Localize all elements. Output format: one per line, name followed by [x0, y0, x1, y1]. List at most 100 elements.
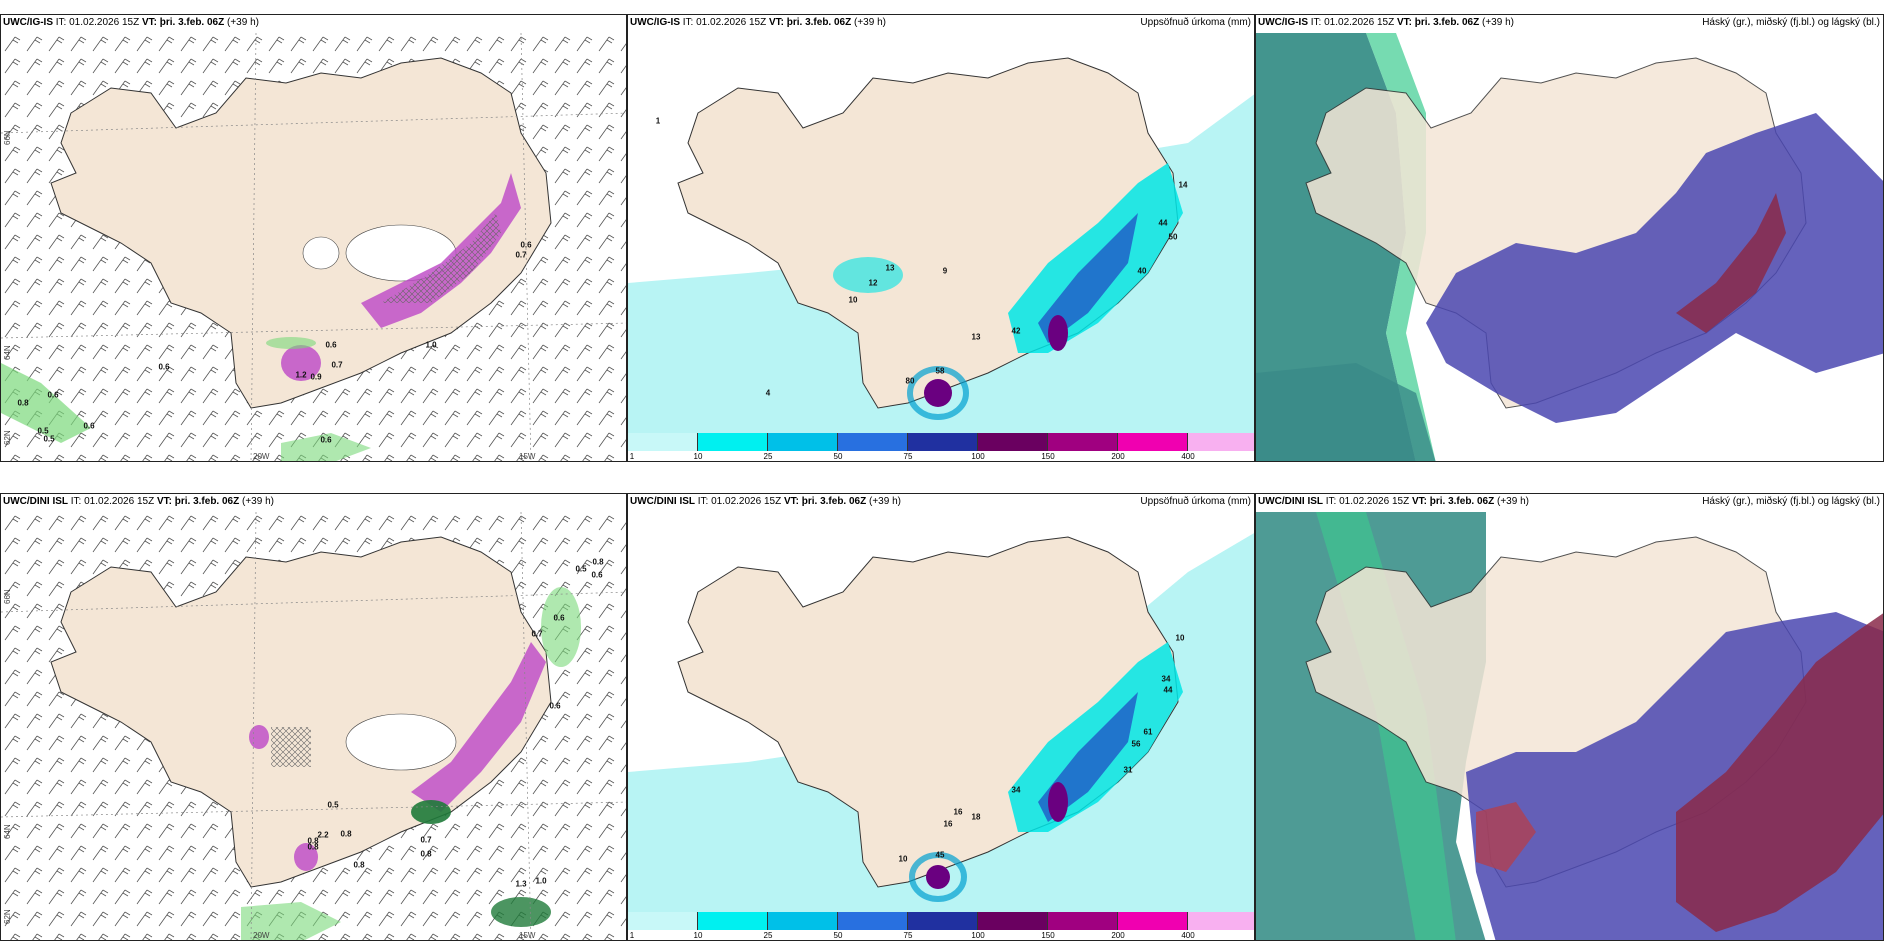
value-label: 44 — [1163, 685, 1173, 695]
value-label: 0.6 — [320, 435, 332, 445]
rain-s — [281, 433, 371, 461]
colorbar-label: 10 — [693, 452, 703, 461]
value-label: 34 — [1011, 785, 1021, 795]
precip-dark-core — [1048, 782, 1068, 822]
rain-east — [541, 587, 581, 667]
vatnajokull-glacier — [345, 713, 457, 771]
it-value: 01.02.2026 15Z — [69, 17, 140, 28]
panel-title: UWC/DINI ISL IT: 01.02.2026 15Z VT: þri.… — [1258, 496, 1529, 507]
value-label: 0.5 — [43, 434, 55, 444]
colorbar-label: 100 — [971, 452, 985, 461]
value-label: 80 — [905, 376, 915, 386]
precip-colorbar: 1 10 25 50 75 100 150 200 400 — [628, 433, 1254, 461]
lat-tick-mid: 64N — [3, 345, 12, 360]
value-label: 34 — [1161, 674, 1171, 684]
rain-south — [491, 897, 551, 927]
vt-label: VT: — [141, 17, 157, 28]
panel-title: UWC/IG-IS IT: 01.02.2026 15Z VT: þri. 3.… — [1258, 17, 1514, 28]
vt-label: VT: — [156, 496, 172, 507]
panel-title: UWC/DINI ISL IT: 01.02.2026 15Z VT: þri.… — [630, 496, 901, 507]
lead-time: (+39 h) — [1497, 496, 1529, 507]
wind-snow-map — [1, 512, 626, 940]
colorbar-swatch — [628, 912, 698, 930]
vt-label: VT: — [783, 496, 799, 507]
value-label: 0.8 — [340, 829, 352, 839]
colorbar-swatch — [978, 912, 1048, 930]
colorbar-label: 150 — [1041, 931, 1055, 940]
colorbar-label: 50 — [833, 931, 843, 940]
colorbar-label: 75 — [903, 452, 913, 461]
lead-time: (+39 h) — [1482, 17, 1514, 28]
vt-value: þri. 3.feb. 06Z — [174, 496, 240, 507]
value-label: 0.8 — [307, 836, 319, 846]
value-label: 0.7 — [420, 835, 432, 845]
model-name: UWC/DINI ISL — [1258, 496, 1323, 507]
value-label: 0.6 — [158, 362, 170, 372]
colorbar-swatch — [1188, 912, 1254, 930]
colorbar-label: 400 — [1181, 931, 1195, 940]
rain-mid — [266, 337, 316, 349]
lead-time: (+39 h) — [854, 17, 886, 28]
lat-tick-top: 66N — [3, 589, 12, 604]
it-label: IT: — [682, 17, 694, 28]
value-label: 42 — [1011, 326, 1021, 336]
value-label: 0.7 — [531, 629, 543, 639]
value-label: 0.6 — [549, 701, 561, 711]
it-label: IT: — [1310, 17, 1322, 28]
langjokull-glacier — [302, 236, 340, 270]
lon-tick-a: 20W — [253, 452, 270, 461]
panel-right-title: Uppsöfnuð úrkoma (mm) — [1140, 496, 1251, 507]
vt-label: VT: — [1396, 17, 1412, 28]
value-label: 61 — [1143, 727, 1153, 737]
value-label: 50 — [1168, 232, 1178, 242]
value-label: 58 — [935, 366, 945, 376]
value-label: 13 — [885, 263, 895, 273]
rain-sw — [241, 902, 341, 940]
panel-wind-snow-row1: UWC/IG-IS IT: 01.02.2026 15Z VT: þri. 3.… — [0, 14, 627, 462]
model-name: UWC/IG-IS — [630, 17, 680, 28]
panel-title: UWC/IG-IS IT: 01.02.2026 15Z VT: þri. 3.… — [3, 17, 259, 28]
vt-value: þri. 3.feb. 06Z — [1414, 17, 1480, 28]
cloud-blue-east — [1426, 113, 1883, 423]
value-label: 9 — [942, 266, 948, 276]
rain-dark-core — [411, 800, 451, 824]
it-label: IT: — [70, 496, 82, 507]
vt-label: VT: — [768, 17, 784, 28]
lead-time: (+39 h) — [242, 496, 274, 507]
vt-value: þri. 3.feb. 06Z — [801, 496, 867, 507]
colorbar-label: 1 — [629, 452, 635, 461]
model-name: UWC/DINI ISL — [630, 496, 695, 507]
vt-value: þri. 3.feb. 06Z — [1429, 496, 1495, 507]
wind-snow-map — [1, 33, 626, 461]
colorbar-swatch — [1048, 912, 1118, 930]
value-label: 10 — [898, 854, 908, 864]
panel-right-title: Háský (gr.), miðský (fj.bl.) og lágský (… — [1702, 496, 1880, 507]
it-value: 01.02.2026 15Z — [711, 496, 782, 507]
model-name: UWC/IG-IS — [3, 17, 53, 28]
it-value: 01.02.2026 15Z — [696, 17, 767, 28]
lat-tick-top: 66N — [3, 130, 12, 145]
precip-map — [628, 512, 1254, 922]
colorbar-label: 50 — [833, 452, 843, 461]
precip-south-ring — [907, 366, 969, 420]
lon-tick-b: 15W — [519, 452, 536, 461]
snow-band — [411, 642, 546, 812]
it-label: IT: — [55, 17, 67, 28]
lead-time: (+39 h) — [227, 17, 259, 28]
value-label: 2.2 — [317, 830, 329, 840]
colorbar-label: 400 — [1181, 452, 1195, 461]
snow-south — [281, 345, 321, 381]
panel-precip-row2: UWC/DINI ISL IT: 01.02.2026 15Z VT: þri.… — [627, 493, 1255, 941]
colorbar-label: 1 — [629, 931, 635, 940]
precip-south-ring — [909, 852, 967, 902]
colorbar-swatch — [768, 433, 838, 451]
colorbar-swatch — [1118, 433, 1188, 451]
value-label: 1.0 — [535, 876, 547, 886]
colorbar-swatch — [698, 433, 768, 451]
value-label: 31 — [1123, 765, 1133, 775]
value-label: 0.9 — [310, 372, 322, 382]
lat-tick-bot: 62N — [3, 909, 12, 924]
lat-tick-bot: 62N — [3, 430, 12, 445]
value-label: 45 — [935, 850, 945, 860]
snow-hatch — [381, 213, 501, 303]
